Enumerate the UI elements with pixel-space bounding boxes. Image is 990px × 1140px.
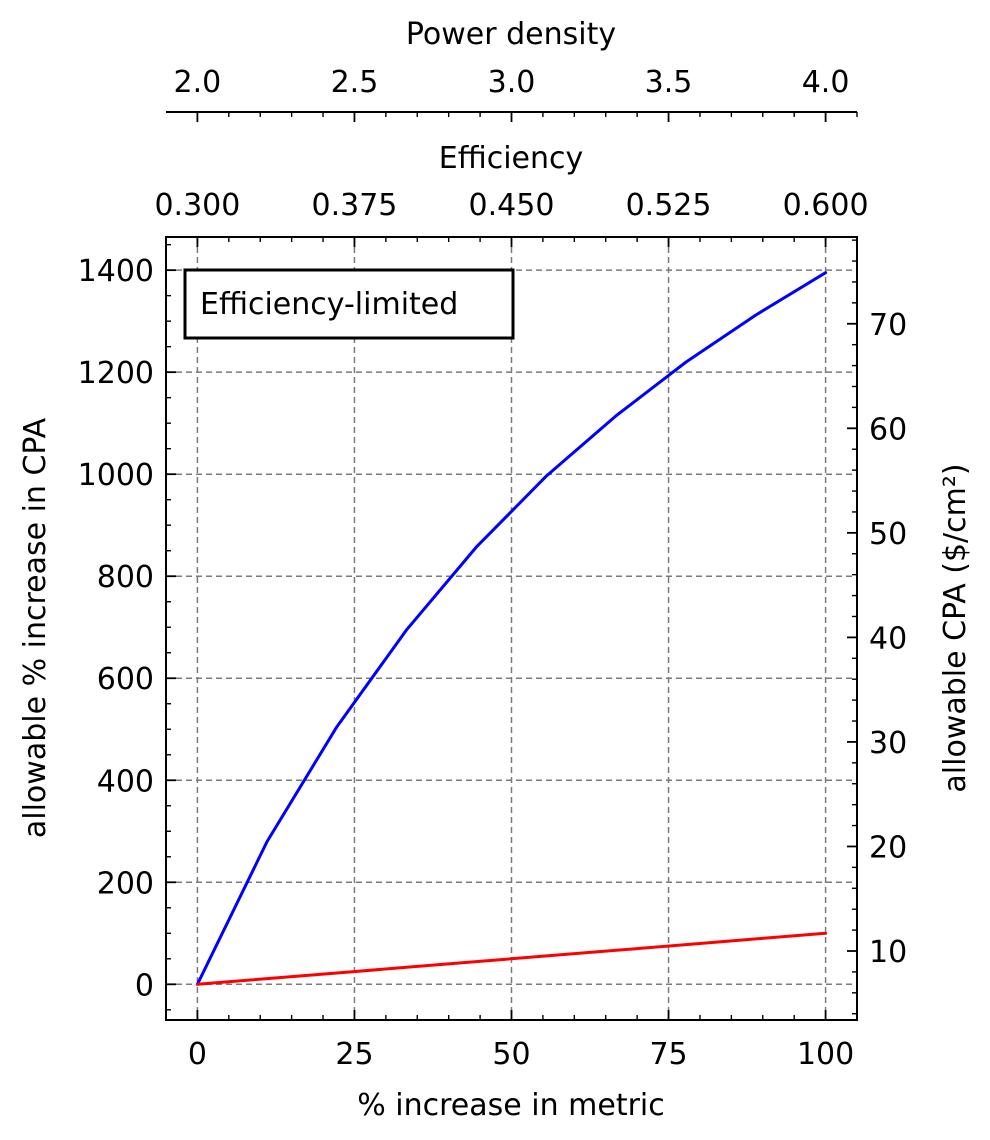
annotation-label: Efficiency-limited [200, 287, 458, 322]
y-tick-label: 600 [97, 662, 154, 697]
x-tick-label: 50 [492, 1037, 530, 1072]
series-lines [195, 271, 828, 986]
grid-lines [166, 237, 857, 1020]
axis-titles: % increase in metric allowable % increas… [18, 17, 973, 1123]
y-tick-label: 200 [97, 866, 154, 901]
axes: 0 25 50 75 100020040060080010001200140010203… [78, 65, 908, 1072]
y-tick-label: 0 [135, 968, 154, 1003]
x-axis-title: % increase in metric [357, 1088, 665, 1123]
annotation-frame [183, 268, 515, 340]
y-right-tick-label: 70 [869, 308, 907, 343]
efficiency-tick-label: 0.600 [783, 188, 869, 223]
x-tick-label: 0 [188, 1037, 207, 1072]
power-density-tick-label: 3.5 [645, 65, 693, 100]
y-tick-label: 800 [97, 560, 154, 595]
x-tick-label: 100 [797, 1037, 854, 1072]
efficiency-tick-label: 0.375 [312, 188, 398, 223]
y-tick-label: 1000 [78, 458, 154, 493]
y-right-tick-label: 40 [869, 621, 907, 656]
x-tick-label: 75 [649, 1037, 687, 1072]
power-density-axis-title: Power density [406, 17, 616, 52]
y-tick-label: 1400 [78, 254, 154, 289]
y-tick-label: 400 [97, 764, 154, 799]
y-right-tick-label: 60 [869, 412, 907, 447]
y-axis-title: allowable % increase in CPA [18, 417, 53, 838]
x-tick-label: 25 [335, 1037, 373, 1072]
power-density-tick-label: 2.5 [331, 65, 379, 100]
efficiency-tick-label: 0.450 [469, 188, 555, 223]
y-right-tick-label: 10 [869, 935, 907, 970]
efficiency-series-line [195, 271, 828, 986]
y-tick-label: 1200 [78, 356, 154, 391]
y-right-tick-label: 50 [869, 517, 907, 552]
power-density-tick-label: 4.0 [802, 65, 850, 100]
power-density-tick-label: 3.0 [488, 65, 536, 100]
efficiency-axis-title: Efficiency [439, 141, 584, 176]
annotation-box: Efficiency-limited [183, 268, 515, 340]
efficiency-tick-label: 0.525 [626, 188, 712, 223]
power-density-tick-label: 2.0 [174, 65, 222, 100]
y-right-axis-title: allowable CPA ($/cm²) [938, 463, 973, 792]
power-density-series-line [195, 931, 828, 986]
efficiency-tick-label: 0.300 [154, 188, 240, 223]
y-right-tick-label: 30 [869, 726, 907, 761]
y-right-tick-label: 20 [869, 830, 907, 865]
